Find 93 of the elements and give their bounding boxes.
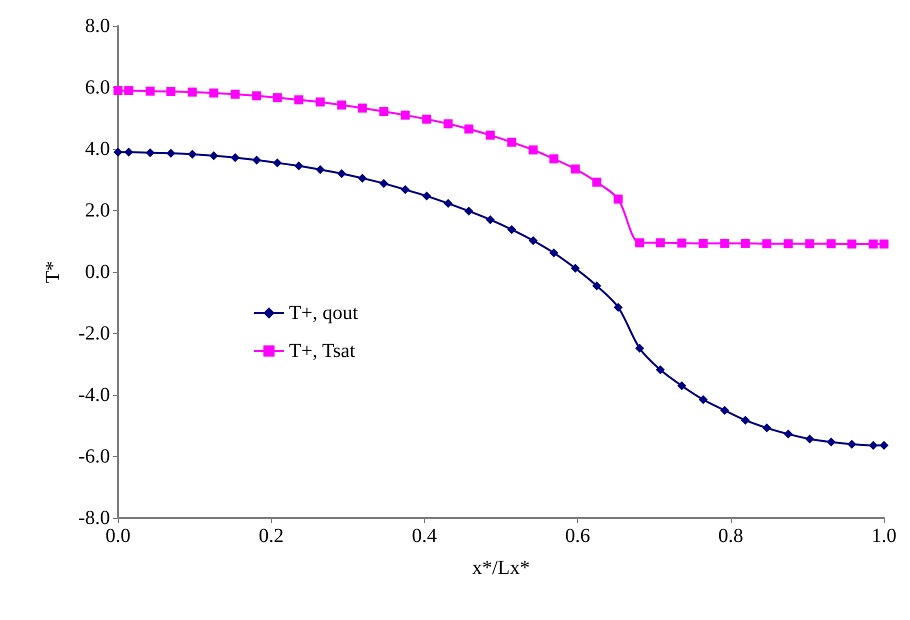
point <box>592 281 602 290</box>
point <box>146 148 155 158</box>
point <box>209 151 218 160</box>
legend-label: T+, qout <box>289 302 358 324</box>
point <box>880 240 888 249</box>
point <box>720 406 730 415</box>
y-tick-label: 2.0 <box>85 200 110 222</box>
point <box>880 440 888 450</box>
point <box>528 236 538 246</box>
point <box>464 206 474 216</box>
point <box>677 238 686 248</box>
point <box>656 365 665 374</box>
y-tick-label: -6.0 <box>78 446 110 468</box>
point <box>230 153 240 162</box>
point <box>252 91 262 100</box>
point <box>166 148 176 158</box>
point <box>272 158 282 168</box>
point <box>379 106 388 116</box>
point <box>549 248 558 258</box>
y-tick-label: 6.0 <box>85 76 110 98</box>
point <box>379 178 388 188</box>
point <box>868 440 878 450</box>
point <box>570 264 580 273</box>
point <box>337 169 346 178</box>
point <box>784 430 793 439</box>
point <box>422 114 432 124</box>
point <box>252 156 262 165</box>
y-tick-label: 4.0 <box>85 138 110 160</box>
point <box>422 192 432 201</box>
point <box>635 238 644 248</box>
x-axis-title: x*/Lx* <box>472 557 530 579</box>
point <box>784 239 793 248</box>
point <box>570 164 580 174</box>
point <box>400 110 410 120</box>
point <box>528 145 538 154</box>
point <box>614 302 623 312</box>
point <box>114 86 122 96</box>
point <box>677 381 686 390</box>
point <box>464 124 474 134</box>
legend-label: T+, Tsat <box>289 340 356 362</box>
point <box>337 100 346 110</box>
y-axis-title: T* <box>42 260 64 284</box>
point <box>316 165 325 174</box>
x-tick-label: 1.0 <box>872 525 896 547</box>
x-tick-label: 0.6 <box>565 525 590 547</box>
y-tick-label: 0.0 <box>85 261 110 283</box>
point <box>868 240 878 249</box>
point <box>635 344 644 353</box>
point <box>507 138 516 147</box>
point <box>592 178 602 187</box>
point <box>826 438 836 447</box>
point <box>720 238 730 248</box>
point <box>146 86 155 96</box>
x-tick-label: 0.4 <box>412 525 437 547</box>
point <box>507 225 516 234</box>
point <box>740 238 750 248</box>
point <box>740 416 750 425</box>
point <box>698 395 708 404</box>
point <box>486 215 495 224</box>
point <box>444 198 453 208</box>
point <box>124 148 134 157</box>
point <box>762 423 772 432</box>
point <box>805 239 814 248</box>
point <box>805 434 814 444</box>
point <box>230 90 240 99</box>
point <box>188 88 197 97</box>
y-tick-label: -2.0 <box>78 322 110 344</box>
y-tick-label: -4.0 <box>78 384 110 406</box>
point <box>762 239 772 248</box>
point <box>614 194 623 204</box>
point <box>188 150 197 159</box>
point <box>444 119 453 128</box>
point <box>124 86 134 96</box>
point <box>358 104 367 113</box>
point <box>316 97 325 106</box>
point <box>486 130 495 140</box>
x-tick-label: 0.2 <box>258 525 284 547</box>
y-tick-label: 8.0 <box>85 15 110 37</box>
point <box>294 161 304 170</box>
point <box>272 93 282 102</box>
point <box>166 86 176 96</box>
point <box>698 238 708 248</box>
point <box>847 240 856 249</box>
point <box>549 154 558 164</box>
point <box>400 185 410 194</box>
point <box>826 239 836 248</box>
point <box>294 95 304 104</box>
point <box>656 238 665 248</box>
point <box>114 148 122 157</box>
point <box>358 174 367 183</box>
x-tick-label: 0.8 <box>718 525 744 547</box>
point <box>209 88 218 98</box>
point <box>847 440 856 449</box>
